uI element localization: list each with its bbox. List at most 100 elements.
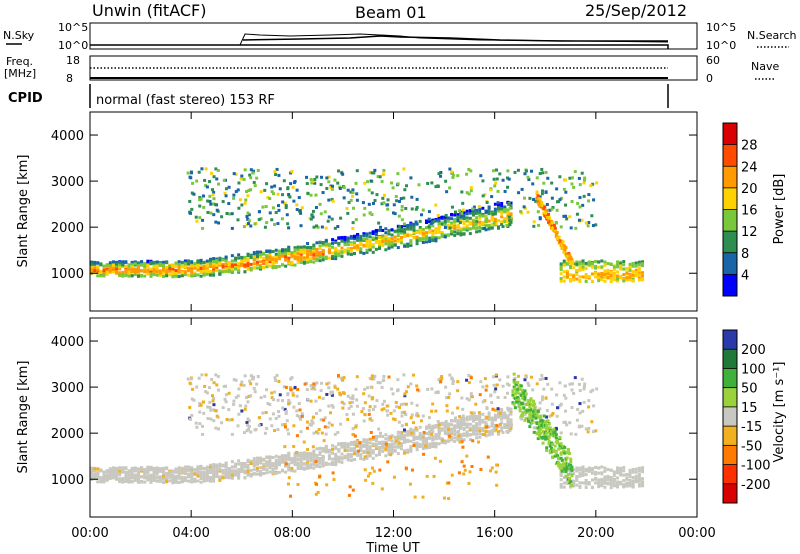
power-echo-cell <box>507 177 511 181</box>
power-echo-cell <box>493 202 497 206</box>
power-echo-cell <box>246 257 250 261</box>
velocity-echo-cell <box>584 478 588 482</box>
velocity-echo-cell <box>465 432 469 436</box>
velocity-echo-cell <box>321 458 325 462</box>
velocity-echo-cell <box>526 381 530 385</box>
power-echo-cell <box>309 257 313 261</box>
velocity-echo-cell <box>212 419 216 423</box>
power-echo-cell <box>195 219 199 223</box>
velocity-echo-cell <box>390 451 394 455</box>
power-echo-cell <box>318 252 322 256</box>
power-echo-cell <box>234 190 238 194</box>
velocity-echo-cell <box>202 470 206 474</box>
power-echo-cell <box>542 207 546 211</box>
power-echo-cell <box>291 185 295 189</box>
power-echo-cell <box>634 271 638 275</box>
velocity-echo-cell <box>453 419 457 423</box>
power-echo-cell <box>105 264 109 268</box>
power-echo-cell <box>366 180 370 184</box>
velocity-echo-cell <box>205 470 209 474</box>
power-echo-cell <box>340 239 344 243</box>
velocity-echo-cell <box>384 437 388 441</box>
velocity-echo-cell <box>203 384 207 388</box>
power-echo-cell <box>546 176 550 180</box>
colorbar-swatch <box>723 144 737 167</box>
velocity-echo-cell <box>481 428 485 432</box>
velocity-echo-cell <box>570 465 574 469</box>
power-echo-cell <box>468 220 472 224</box>
power-echo-cell <box>619 264 623 268</box>
velocity-echo-cell <box>375 399 379 403</box>
power-echo-cell <box>581 203 585 207</box>
velocity-echo-cell <box>209 408 213 412</box>
velocity-echo-cell <box>261 411 265 415</box>
velocity-echo-cell <box>495 383 499 387</box>
velocity-echo-cell <box>584 485 588 489</box>
power-echo-cell <box>336 225 340 229</box>
power-echo-cell <box>536 210 540 214</box>
velocity-echo-cell <box>539 431 543 435</box>
power-echo-cell <box>450 229 454 233</box>
velocity-echo-cell <box>237 412 241 416</box>
power-echo-cell <box>440 215 444 219</box>
velocity-echo-cell <box>509 410 513 414</box>
velocity-echo-cell <box>450 438 454 442</box>
power-echo-cell <box>498 172 502 176</box>
velocity-echo-cell <box>475 417 479 421</box>
velocity-echo-cell <box>277 410 281 414</box>
power-echo-cell <box>228 212 232 216</box>
power-echo-cell <box>284 264 288 268</box>
power-echo-cell <box>563 178 567 182</box>
power-echo-cell <box>391 186 395 190</box>
velocity-echo-cell <box>208 466 212 470</box>
power-echo-cell <box>526 210 530 214</box>
power-echo-cell <box>563 251 567 255</box>
power-echo-cell <box>261 205 265 209</box>
velocity-echo-cell <box>505 430 509 434</box>
velocity-echo-cell <box>378 441 382 445</box>
velocity-echo-cell <box>483 432 487 436</box>
power-echo-cell <box>334 246 338 250</box>
velocity-echo-cell <box>484 388 488 392</box>
power-echo-cell <box>280 252 284 256</box>
velocity-echo-cell <box>237 387 241 391</box>
velocity-echo-cell <box>609 468 613 472</box>
power-echo-cell <box>351 206 355 210</box>
power-echo-cell <box>259 217 263 221</box>
velocity-echo-cell <box>177 466 181 470</box>
y-tick-label: 2000 <box>51 221 84 236</box>
velocity-echo-cell <box>270 424 274 428</box>
velocity-echo-cell <box>247 394 251 398</box>
velocity-echo-cell <box>392 475 396 479</box>
power-echo-cell <box>140 262 144 266</box>
velocity-echo-cell <box>196 465 200 469</box>
beam-title: Beam 01 <box>355 3 427 22</box>
velocity-echo-cell <box>108 475 112 479</box>
power-echo-cell <box>343 237 347 241</box>
power-echo-cell <box>500 211 504 215</box>
power-echo-cell <box>493 207 497 211</box>
velocity-echo-cell <box>111 466 115 470</box>
velocity-echo-cell <box>227 473 231 477</box>
velocity-echo-cell <box>485 425 489 429</box>
power-echo-cell <box>193 273 197 277</box>
velocity-echo-cell <box>587 399 591 403</box>
power-echo-cell <box>274 259 278 263</box>
velocity-echo-cell <box>265 460 269 464</box>
colorbar-swatch <box>723 231 737 254</box>
power-echo-cell <box>356 245 360 249</box>
power-echo-cell <box>246 217 250 221</box>
velocity-echo-cell <box>271 456 275 460</box>
velocity-echo-cell <box>318 447 322 451</box>
velocity-echo-cell <box>295 394 299 398</box>
velocity-echo-cell <box>311 445 315 449</box>
velocity-echo-cell <box>280 469 284 473</box>
velocity-echo-cell <box>355 404 359 408</box>
velocity-echo-cell <box>187 465 191 469</box>
velocity-echo-cell <box>225 418 229 422</box>
power-echo-cell <box>540 200 544 204</box>
velocity-echo-cell <box>545 449 549 453</box>
power-echo-cell <box>255 252 259 256</box>
power-echo-cell <box>246 194 250 198</box>
power-echo-cell <box>375 193 379 197</box>
